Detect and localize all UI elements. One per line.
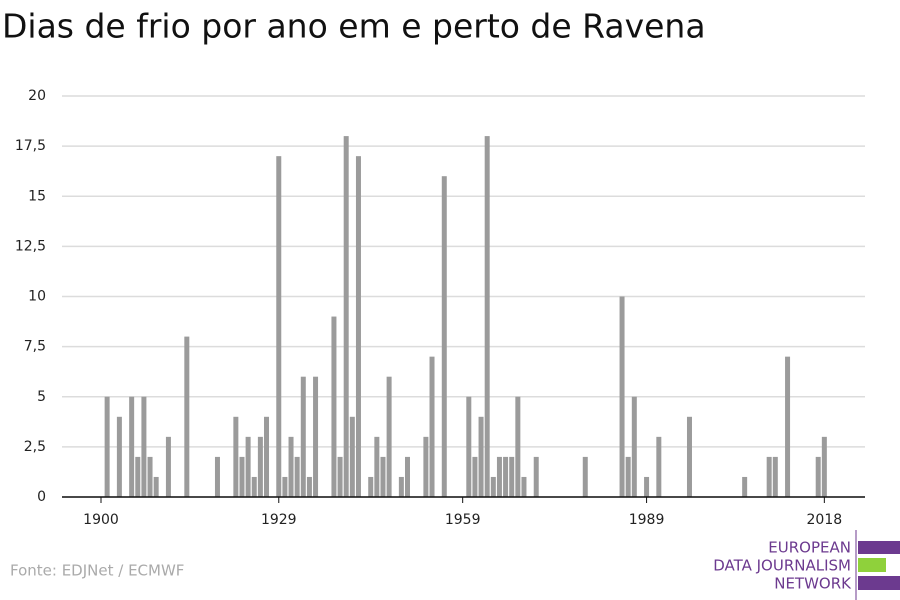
bar <box>521 476 527 497</box>
bar <box>631 396 637 497</box>
bar <box>772 456 778 497</box>
y-tick-label: 20 <box>28 88 46 104</box>
x-tick-label: 1929 <box>261 512 297 528</box>
bar <box>251 476 257 497</box>
bar <box>815 456 821 497</box>
bar <box>276 156 282 497</box>
bar <box>496 456 502 497</box>
x-tick-label: 1989 <box>629 512 665 528</box>
bar <box>472 456 478 497</box>
bar <box>619 296 625 497</box>
bar <box>405 456 410 497</box>
bar <box>184 336 190 497</box>
bar <box>343 136 349 497</box>
logo: EUROPEAN DATA JOURNALISM NETWORK <box>713 530 900 600</box>
bar <box>380 456 386 497</box>
bar <box>374 436 380 497</box>
bar <box>337 456 343 497</box>
logo-bar <box>858 541 900 554</box>
bar <box>294 456 300 497</box>
bar <box>282 476 288 497</box>
bar <box>490 476 496 497</box>
y-tick-label: 7,5 <box>24 339 46 355</box>
y-tick-label: 5 <box>37 389 46 405</box>
logo-text: NETWORK <box>774 575 852 593</box>
bar <box>509 456 515 497</box>
bar <box>233 416 239 497</box>
y-tick-label: 17,5 <box>15 138 46 154</box>
bar <box>429 356 435 497</box>
x-tick-label: 1900 <box>83 512 119 528</box>
bar <box>349 416 355 497</box>
x-tick-label: 2018 <box>807 512 843 528</box>
bar <box>503 456 509 497</box>
y-tick-label: 12,5 <box>15 238 46 254</box>
bar <box>484 136 490 497</box>
bar <box>288 436 294 497</box>
bar <box>300 376 306 497</box>
logo-text: EUROPEAN <box>768 539 851 557</box>
bar <box>331 316 337 497</box>
bar <box>135 456 141 497</box>
logo-text: DATA JOURNALISM <box>713 557 851 575</box>
bar <box>214 456 220 497</box>
bar <box>153 476 159 497</box>
bar <box>742 476 748 497</box>
bar <box>515 396 521 497</box>
bar <box>141 396 147 497</box>
bar <box>478 416 484 497</box>
logo-bar <box>858 558 886 572</box>
bar <box>165 436 171 497</box>
y-tick-label: 0 <box>37 489 46 505</box>
bar <box>644 476 650 497</box>
bar <box>116 416 122 497</box>
y-tick-label: 10 <box>28 289 46 305</box>
bar <box>398 476 404 497</box>
bar <box>582 456 588 497</box>
bar <box>785 356 791 497</box>
x-tick-label: 1959 <box>445 512 481 528</box>
bar <box>386 376 392 497</box>
bar <box>239 456 245 497</box>
bar <box>264 416 270 497</box>
bar <box>245 436 251 497</box>
bar <box>257 436 263 497</box>
bar <box>313 376 319 497</box>
bar <box>441 176 447 497</box>
bar <box>355 156 361 497</box>
bar <box>533 456 539 497</box>
y-tick-label: 2,5 <box>24 439 46 455</box>
chart-title: Dias de frio por ano em e perto de Raven… <box>2 7 706 46</box>
y-tick-label: 15 <box>28 188 46 204</box>
bar <box>306 476 312 497</box>
bar <box>466 396 472 497</box>
source: Fonte: EDJNet / ECMWF <box>10 562 184 580</box>
bar <box>625 456 631 497</box>
bar <box>423 436 429 497</box>
logo-bar <box>858 576 900 590</box>
bar <box>147 456 153 497</box>
bar <box>766 456 772 497</box>
bar <box>656 436 662 497</box>
bar <box>686 416 692 497</box>
bar <box>821 436 827 497</box>
bar <box>129 396 135 497</box>
bar <box>368 476 374 497</box>
bar <box>104 396 110 497</box>
